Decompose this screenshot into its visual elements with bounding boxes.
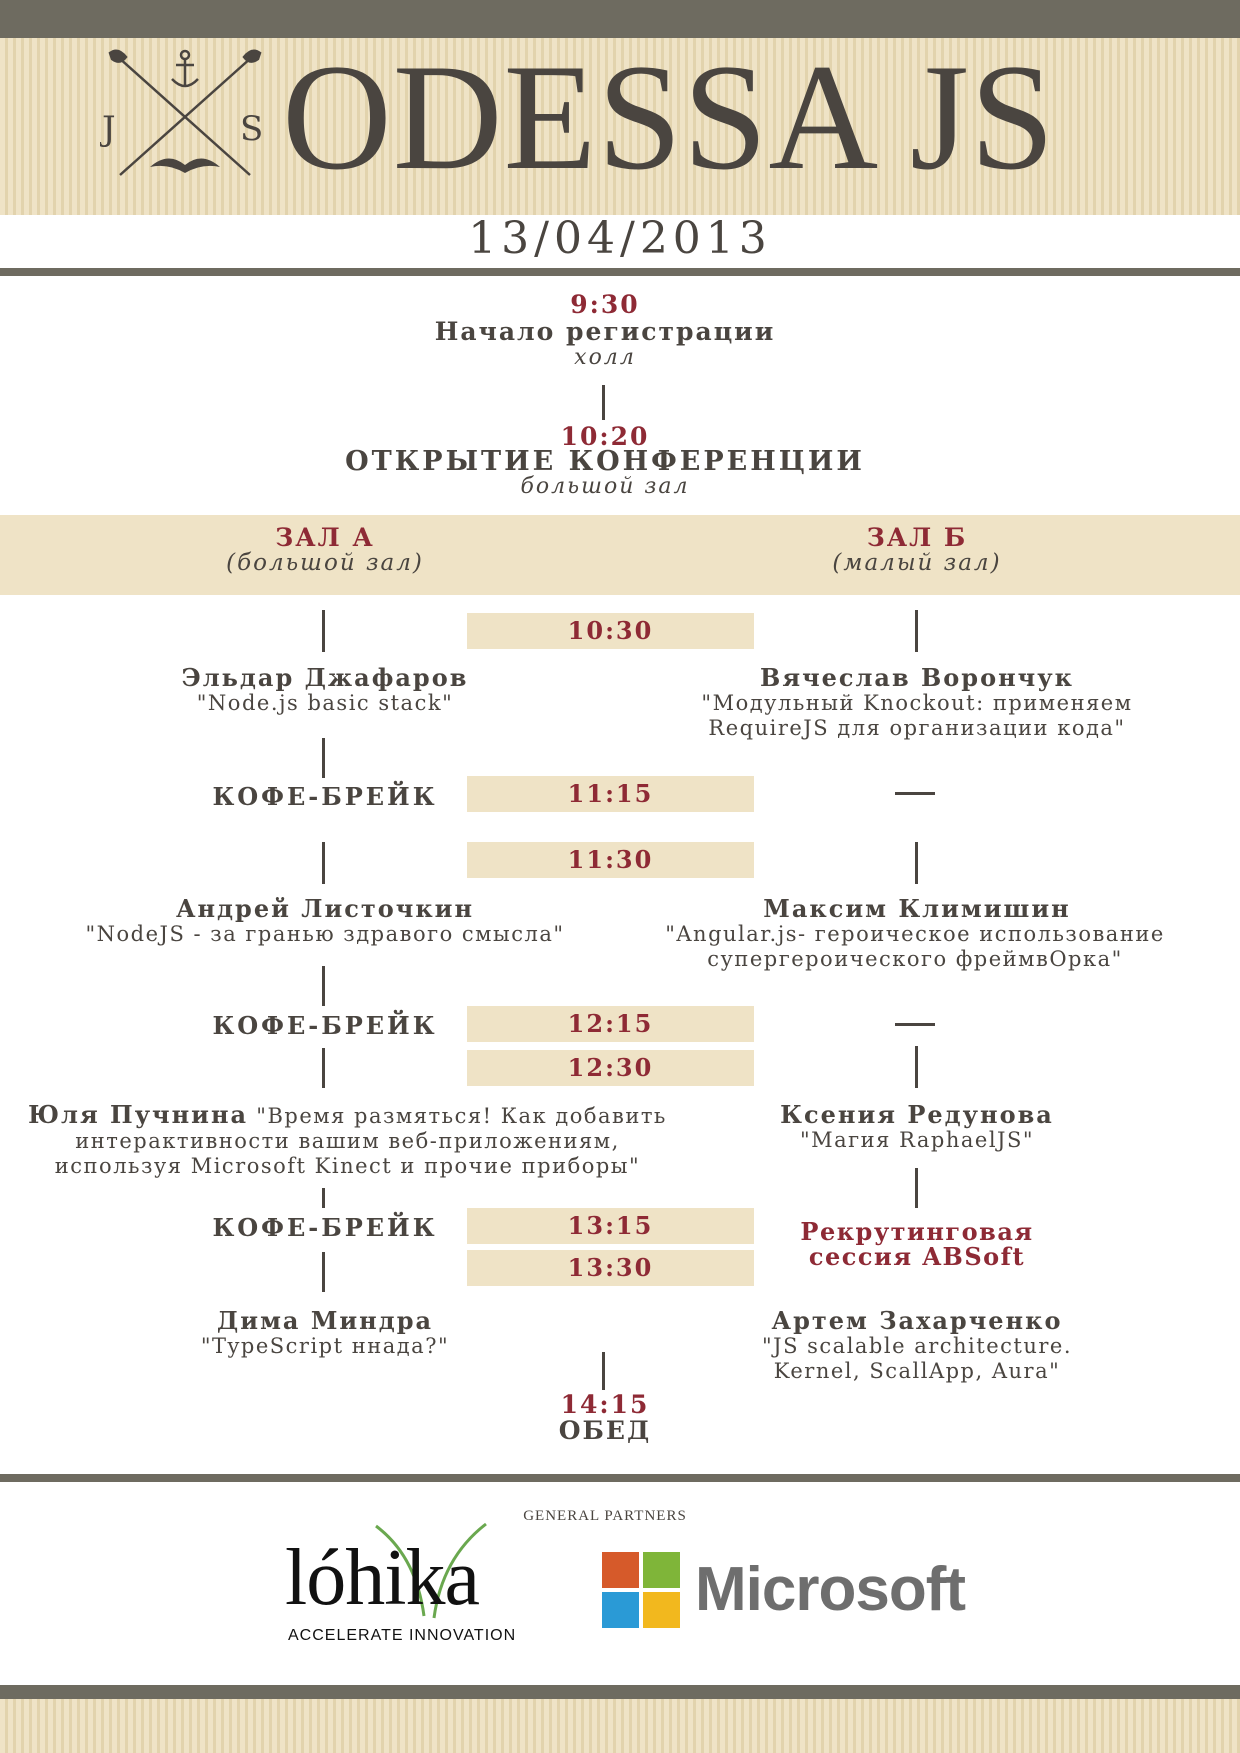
opening-title-2: ОТКРЫТИЕ КОНФЕРЕНЦИИ [345, 446, 865, 477]
hall-b-talk-2-line-1: "Angular.js- героическое использование [665, 922, 1165, 946]
event-date: 13/04/2013 [468, 213, 772, 264]
lohika-tagline: ACCELERATE INNOVATION [288, 1627, 517, 1644]
hall-b-talk-1-line-2: RequireJS для организации кода" [708, 716, 1126, 740]
lohika-swirl-icon [375, 1522, 487, 1619]
hall-b-connector-3 [915, 1046, 918, 1088]
hall-a-connector-4 [322, 966, 325, 1006]
hall-b-sub: (малый зал) [832, 550, 1002, 576]
hall-a-name: ЗАЛ А [275, 523, 375, 552]
hall-a-talk-4: "TypeScript ннада?" [200, 1334, 450, 1358]
lunch-time: 14:15 [560, 1390, 650, 1419]
microsoft-tile-yellow [643, 1592, 680, 1628]
hall-a-speaker-4: Дима Миндра [216, 1306, 434, 1335]
microsoft-windows-icon [602, 1552, 680, 1628]
hall-a-talk-3-line-1: "Время размяться! Как добавить [256, 1104, 667, 1128]
opening-time-2: 10:20 [560, 422, 650, 451]
footer-divider [0, 1474, 1240, 1482]
page-title: ODESSA JS [282, 33, 1056, 201]
hall-b-talk-4-line-2: Kernel, ScallApp, Aura" [773, 1359, 1061, 1383]
bottom-band [0, 1699, 1240, 1753]
sword-left [117, 56, 251, 176]
moustache-icon [150, 158, 220, 173]
coffee-break-1: КОФЕ-БРЕЙК [212, 782, 438, 811]
time-slot-1130: 11:30 [467, 842, 754, 878]
hall-a-speaker-2: Андрей Листочкин [175, 894, 475, 923]
hall-b-name: ЗАЛ Б [866, 523, 968, 552]
partners-label: GENERAL PARTNERS [523, 1508, 687, 1524]
hall-a-sub: (большой зал) [226, 550, 424, 576]
time-slot-1230: 12:30 [467, 1050, 754, 1086]
hall-a-connector-3 [322, 842, 325, 884]
hall-a-talk-2: "NodeJS - за гранью здравого смысла" [85, 922, 565, 946]
time-slot-1030: 10:30 [467, 613, 754, 649]
time-slot-1330: 13:30 [467, 1250, 754, 1286]
crossed-swords-logo: J S [100, 49, 263, 176]
hall-b-empty-dash-2 [895, 1023, 935, 1026]
hall-b-connector-2 [915, 842, 918, 884]
hall-b-talk-1-line-1: "Модульный Knockout: применяем [701, 691, 1133, 715]
hall-a-connector-2 [322, 738, 325, 778]
opening-title-1: Начало регистрации [434, 317, 776, 346]
lunch-connector [602, 1352, 605, 1390]
hall-a-talk-3-line-3: используя Microsoft Kinect и прочие приб… [54, 1154, 641, 1178]
recruiting-line-2: сессия ABSoft [808, 1242, 1026, 1271]
logo-letter-s: S [240, 109, 263, 149]
hall-b-connector-4 [915, 1168, 918, 1208]
hall-a-talk-1: "Node.js basic stack" [196, 691, 454, 715]
microsoft-tile-blue [602, 1592, 639, 1628]
hall-b-talk-2-line-2: супергероического фреймвОрка" [707, 947, 1123, 971]
hall-b-connector-1 [915, 610, 918, 652]
hall-a-item-3: Юля Пучнина "Время размяться! Как добави… [25, 1102, 670, 1179]
hall-a-connector-6 [322, 1188, 325, 1208]
time-slot-1315: 13:15 [467, 1208, 754, 1244]
date-divider [0, 268, 1240, 276]
sword-right [119, 56, 253, 176]
hall-b-speaker-3: Ксения Редунова [780, 1100, 1054, 1129]
lunch-title: ОБЕД [558, 1416, 652, 1445]
logo-letter-j: J [100, 109, 116, 149]
top-bar [0, 0, 1240, 38]
microsoft-logo: Microsoft [695, 1555, 966, 1624]
hall-b-speaker-4: Артем Захарченко [771, 1306, 1063, 1335]
microsoft-tile-green [643, 1552, 680, 1588]
hall-b-talk-3: "Магия RaphaelJS" [799, 1128, 1034, 1152]
hall-a-connector-1 [322, 610, 325, 652]
halls-band [0, 515, 1240, 595]
hall-b-speaker-2: Максим Климишин [763, 894, 1071, 923]
hall-a-speaker-1: Эльдар Джафаров [181, 663, 469, 692]
coffee-break-2: КОФЕ-БРЕЙК [212, 1011, 438, 1040]
coffee-break-3: КОФЕ-БРЕЙК [212, 1213, 438, 1242]
hall-b-talk-4-line-1: "JS scalable architecture. [762, 1334, 1072, 1358]
time-slot-1215: 12:15 [467, 1006, 754, 1042]
time-slot-1115: 11:15 [467, 776, 754, 812]
lohika-logo: lóhika [285, 1534, 480, 1622]
opening-place-1: холл [574, 345, 636, 370]
hall-a-speaker-3: Юля Пучнина [28, 1100, 249, 1129]
opening-time-1: 9:30 [570, 290, 640, 319]
recruiting-line-1: Рекрутинговая [800, 1217, 1034, 1246]
opening-place-2: большой зал [520, 474, 690, 499]
bottom-bar [0, 1685, 1240, 1699]
hall-a-talk-3-line-2: интерактивности вашим веб-приложениям, [75, 1129, 620, 1153]
header-band [0, 38, 1240, 215]
microsoft-tile-red [602, 1552, 639, 1588]
hall-a-connector-5 [322, 1048, 325, 1088]
hall-b-speaker-1: Вячеслав Ворончук [760, 663, 1074, 692]
hall-a-connector-7 [322, 1252, 325, 1292]
hall-b-empty-dash-1 [895, 792, 935, 795]
timeline-connector [602, 385, 605, 420]
